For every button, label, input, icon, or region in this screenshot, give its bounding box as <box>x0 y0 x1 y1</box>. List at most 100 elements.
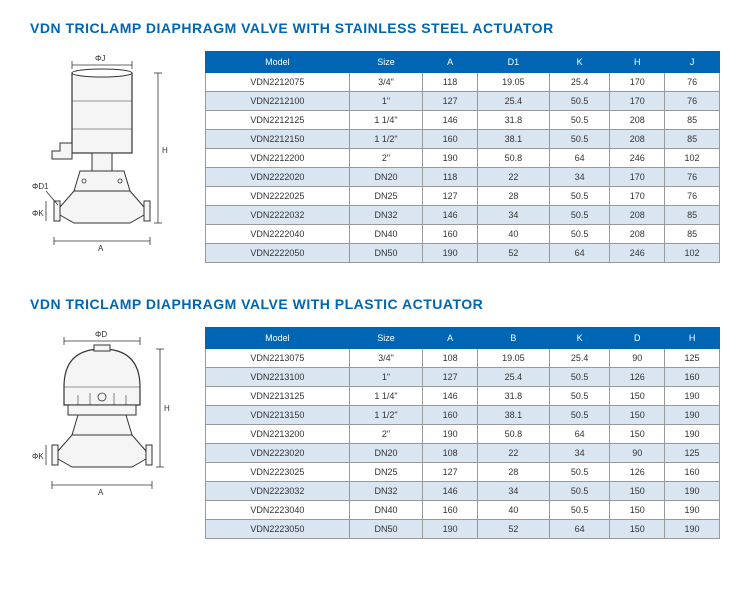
table-row: VDN2222020DN20118223417076 <box>206 168 720 187</box>
table-cell: 34 <box>477 206 549 225</box>
table-cell: 146 <box>423 206 478 225</box>
table-cell: VDN2213150 <box>206 406 350 425</box>
table-cell: 28 <box>477 463 549 482</box>
table-cell: 125 <box>665 444 720 463</box>
table-row: VDN22121001"12725.450.517076 <box>206 92 720 111</box>
table-cell: 2" <box>349 149 422 168</box>
table-cell: 50.5 <box>549 130 609 149</box>
table-cell: 85 <box>665 225 720 244</box>
table-cell: 1" <box>349 368 422 387</box>
table-cell: 1 1/4" <box>349 111 422 130</box>
table-cell: 170 <box>610 187 665 206</box>
dim-phiD: ΦD <box>95 330 107 339</box>
table-cell: 50.5 <box>549 111 609 130</box>
table-cell: 31.8 <box>477 111 549 130</box>
table-cell: VDN2223032 <box>206 482 350 501</box>
table-cell: 190 <box>665 482 720 501</box>
section-stainless: VDN TRICLAMP DIAPHRAGM VALVE WITH STAINL… <box>30 20 720 266</box>
table-row: VDN2223050DN501905264150190 <box>206 520 720 539</box>
table-cell: VDN2212100 <box>206 92 350 111</box>
table-cell: 50.5 <box>549 225 609 244</box>
table-cell: 25.4 <box>549 349 609 368</box>
dim-D1: ΦD1 <box>32 182 49 191</box>
table-cell: 34 <box>477 482 549 501</box>
table-cell: VDN2213200 <box>206 425 350 444</box>
section2-content: ΦD <box>30 327 720 539</box>
table-cell: 2" <box>349 425 422 444</box>
table-cell: 1 1/4" <box>349 387 422 406</box>
table-cell: 52 <box>477 520 549 539</box>
table-cell: 90 <box>610 349 665 368</box>
table-cell: 50.5 <box>549 482 609 501</box>
table-row: VDN2223040DN401604050.5150190 <box>206 501 720 520</box>
table-cell: 1 1/2" <box>349 406 422 425</box>
table-cell: VDN2213075 <box>206 349 350 368</box>
section2-table-wrap: ModelSizeABKDH VDN22130753/4"10819.0525.… <box>205 327 720 539</box>
table-cell: 190 <box>665 387 720 406</box>
column-header: Size <box>349 328 422 349</box>
section1-table-wrap: ModelSizeAD1KHJ VDN22120753/4"11819.0525… <box>205 51 720 263</box>
table-cell: 190 <box>423 520 478 539</box>
table-row: VDN22131001"12725.450.5126160 <box>206 368 720 387</box>
table-cell: 108 <box>423 444 478 463</box>
table-row: VDN2222025DN251272850.517076 <box>206 187 720 206</box>
table-cell: 190 <box>665 501 720 520</box>
table-cell: 76 <box>665 168 720 187</box>
table-cell: 160 <box>665 368 720 387</box>
table-cell: 34 <box>549 444 609 463</box>
table-cell: 50.8 <box>477 149 549 168</box>
table-cell: 25.4 <box>477 92 549 111</box>
table-cell: 160 <box>665 463 720 482</box>
section-plastic: VDN TRICLAMP DIAPHRAGM VALVE WITH PLASTI… <box>30 296 720 539</box>
table-cell: 19.05 <box>477 73 549 92</box>
table-row: VDN2223025DN251272850.5126160 <box>206 463 720 482</box>
table-cell: 90 <box>610 444 665 463</box>
table-cell: 3/4" <box>349 73 422 92</box>
section1-content: ΦJ <box>30 51 720 266</box>
table-cell: VDN2222020 <box>206 168 350 187</box>
table-cell: 28 <box>477 187 549 206</box>
table-cell: 160 <box>423 225 478 244</box>
table-cell: VDN2212075 <box>206 73 350 92</box>
table-cell: 150 <box>610 501 665 520</box>
column-header: Model <box>206 328 350 349</box>
table-cell: 31.8 <box>477 387 549 406</box>
table-cell: 127 <box>423 92 478 111</box>
table-cell: 208 <box>610 225 665 244</box>
table-cell: 170 <box>610 92 665 111</box>
table-cell: 170 <box>610 168 665 187</box>
table-cell: 126 <box>610 463 665 482</box>
table-cell: 160 <box>423 406 478 425</box>
table-cell: 76 <box>665 92 720 111</box>
table-cell: VDN2212150 <box>206 130 350 149</box>
column-header: B <box>477 328 549 349</box>
table-cell: 150 <box>610 406 665 425</box>
table-cell: 126 <box>610 368 665 387</box>
table-cell: VDN2223020 <box>206 444 350 463</box>
section2-diagram: ΦD <box>30 327 185 532</box>
table-cell: 64 <box>549 425 609 444</box>
table-cell: 150 <box>610 482 665 501</box>
table-cell: 190 <box>665 406 720 425</box>
table-cell: 190 <box>423 425 478 444</box>
table-cell: 190 <box>423 244 478 263</box>
table-cell: 3/4" <box>349 349 422 368</box>
table-row: VDN22131251 1/4"14631.850.5150190 <box>206 387 720 406</box>
table-row: VDN2222050DN501905264246102 <box>206 244 720 263</box>
table-cell: 160 <box>423 130 478 149</box>
table-cell: VDN2212125 <box>206 111 350 130</box>
table-cell: 64 <box>549 244 609 263</box>
table-cell: 50.5 <box>549 501 609 520</box>
table-cell: DN25 <box>349 463 422 482</box>
table-row: VDN22120753/4"11819.0525.417076 <box>206 73 720 92</box>
table-row: VDN22130753/4"10819.0525.490125 <box>206 349 720 368</box>
table-cell: VDN2213100 <box>206 368 350 387</box>
column-header: Model <box>206 52 350 73</box>
table-cell: 102 <box>665 244 720 263</box>
table-cell: 25.4 <box>477 368 549 387</box>
table-row: VDN22121501 1/2"16038.150.520885 <box>206 130 720 149</box>
table-row: VDN2222040DN401604050.520885 <box>206 225 720 244</box>
table-cell: 50.5 <box>549 406 609 425</box>
table-row: VDN2223032DN321463450.5150190 <box>206 482 720 501</box>
table-cell: 50.5 <box>549 187 609 206</box>
